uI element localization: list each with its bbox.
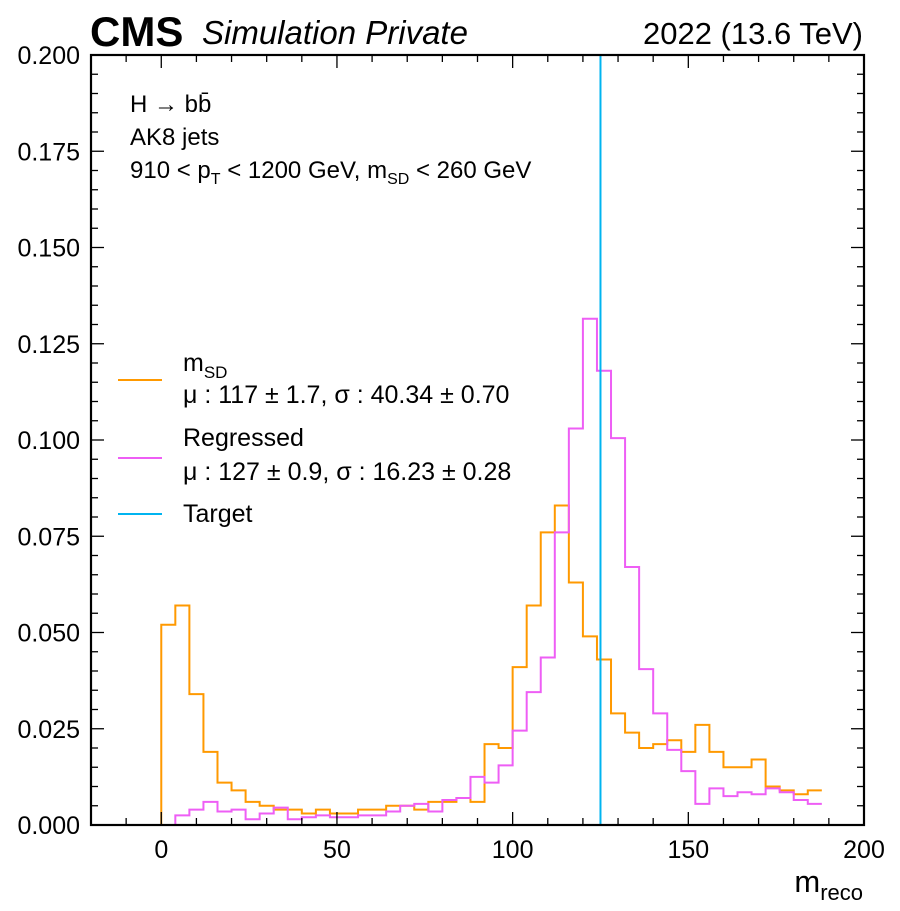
x-tick-label: 0 xyxy=(154,836,168,864)
y-tick-label: 0.025 xyxy=(17,716,80,744)
legend-label-target: Target xyxy=(183,500,253,528)
x-axis-label: mreco xyxy=(794,864,863,905)
y-tick-label: 0.000 xyxy=(17,812,80,840)
lumi-label: 2022 (13.6 TeV) xyxy=(643,16,863,51)
x-tick-label: 150 xyxy=(667,836,709,864)
histogram-series-msd xyxy=(160,504,822,825)
axis-ticks xyxy=(90,54,865,826)
plot-frame xyxy=(89,53,866,827)
y-tick-label: 0.175 xyxy=(17,138,80,166)
legend-label-regressed: Regressed xyxy=(183,424,304,452)
jet-type-label: AK8 jets xyxy=(130,124,219,151)
x-tick-label: 50 xyxy=(323,836,351,864)
plot-area xyxy=(160,55,822,825)
y-tick-label: 0.050 xyxy=(17,620,80,648)
selection-label: 910 < pT < 1200 GeV, mSD < 260 GeV xyxy=(130,157,531,188)
legend-stats-regressed: μ : 127 ± 0.9, σ : 16.23 ± 0.28 xyxy=(183,458,511,486)
y-tick-label: 0.100 xyxy=(17,427,80,455)
x-tick-label: 100 xyxy=(492,836,534,864)
tick-labels: 0 50 100 150 200 0.000 0.025 0.050 0.075 0.100 0.1… xyxy=(17,42,884,864)
y-tick-label: 0.075 xyxy=(17,523,80,551)
histogram-series-regressed xyxy=(161,317,822,825)
legend-stats-msd: μ : 117 ± 1.7, σ : 40.34 ± 0.70 xyxy=(183,381,509,409)
y-tick-label: 0.125 xyxy=(17,331,80,359)
x-tick-label: 200 xyxy=(843,836,885,864)
legend: mSD μ : 117 ± 1.7, σ : 40.34 ± 0.70 Regr… xyxy=(118,349,511,528)
legend-label-msd: mSD xyxy=(183,349,227,382)
y-tick-label: 0.200 xyxy=(17,42,80,70)
y-tick-label: 0.150 xyxy=(17,235,80,263)
status-label: Simulation Private xyxy=(202,14,468,51)
experiment-label: CMS xyxy=(90,8,183,55)
process-label: H → bb̄ xyxy=(130,91,211,118)
